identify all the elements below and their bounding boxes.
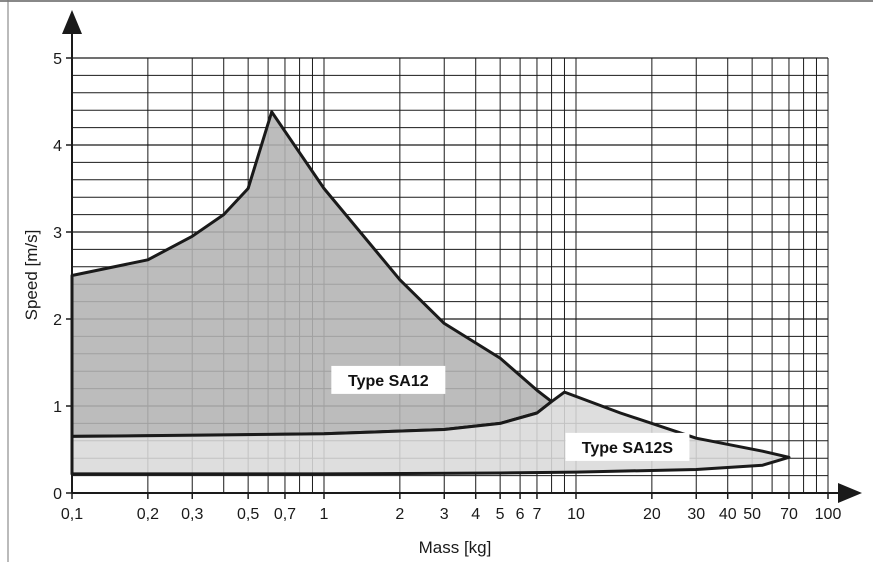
y-tick-label: 3 [53,225,62,242]
x-tick-label: 3 [440,506,449,523]
y-tick-label: 0 [53,486,62,503]
x-tick-label: 70 [780,506,798,523]
y-tick-label: 1 [53,399,62,416]
x-tick-label: 50 [743,506,761,523]
x-tick-label: 30 [687,506,705,523]
x-tick-label: 10 [567,506,585,523]
region-labels: Type SA12 Type SA12S [331,365,690,461]
x-tick-label: 6 [516,506,525,523]
x-tick-label: 0,2 [137,506,159,523]
x-tick-label: 40 [719,506,737,523]
plot-areas [70,110,791,476]
x-tick-label: 0,5 [237,506,259,523]
tick-labels: 0,1 0,2 0,3 0,5 0,7 1 2 3 4 5 6 7 10 20 30 40 50 70 100012… [53,51,841,523]
y-tick-label: 5 [53,51,62,68]
region-label-box [565,432,690,461]
x-tick-label: 0,1 [61,506,83,523]
y-tick-label: 4 [53,138,62,155]
region-label-box [331,365,446,394]
region-label: Type SA12S [582,440,674,457]
x-tick-label: 100 [815,506,842,523]
x-tick-label: 5 [496,506,505,523]
x-tick-label: 0,7 [274,506,296,523]
x-tick-label: 4 [471,506,480,523]
x-tick-label: 0,3 [181,506,203,523]
region-label: Type SA12 [348,373,429,390]
x-axis-label: Mass [kg] [419,538,492,557]
x-tick-label: 2 [395,506,404,523]
region-type-sa12 [70,110,554,438]
x-tick-label: 7 [533,506,542,523]
y-tick-label: 2 [53,312,62,329]
y-axis-label: Speed [m/s] [22,230,41,321]
x-tick-label: 20 [643,506,661,523]
x-tick-label: 1 [320,506,329,523]
